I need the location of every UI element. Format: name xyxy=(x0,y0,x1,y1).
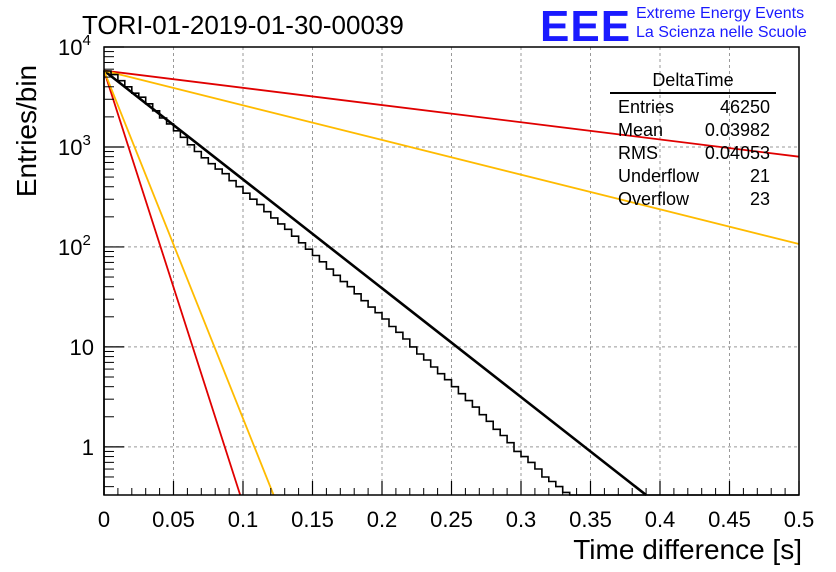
y-tick-label: 104 xyxy=(58,32,91,60)
x-tick-label: 0.25 xyxy=(430,507,473,532)
stats-value: 46250 xyxy=(719,97,770,117)
logo-caption: Extreme Energy Events La Scienza nelle S… xyxy=(636,4,807,42)
stats-title: DeltaTime xyxy=(610,70,776,94)
stats-value: 21 xyxy=(749,166,770,186)
x-tick-label: 0.15 xyxy=(291,507,334,532)
y-axis-label: Entries/bin xyxy=(11,64,42,198)
stats-row-underflow: Underflow 21 xyxy=(610,165,776,188)
chart-curves xyxy=(103,69,800,497)
stats-row-entries: Entries 46250 xyxy=(610,96,776,119)
x-tick-label: 0.1 xyxy=(228,507,259,532)
x-tick-label: 0.3 xyxy=(506,507,537,532)
stats-value: 23 xyxy=(749,189,770,209)
x-axis-label: Time difference [s] xyxy=(573,534,802,565)
stats-row-overflow: Overflow 23 xyxy=(610,188,776,211)
logo-line-1: Extreme Energy Events xyxy=(636,5,805,22)
x-tick-label: 0.35 xyxy=(569,507,612,532)
stats-value: 0.03982 xyxy=(704,120,770,140)
stats-label: Overflow xyxy=(618,189,690,209)
stats-value: 0.04053 xyxy=(704,143,770,163)
axis-ticks xyxy=(103,46,800,495)
x-tick-label: 0.2 xyxy=(367,507,398,532)
x-tick-label: 0 xyxy=(98,507,110,532)
y-tick-label: 1 xyxy=(82,435,94,460)
y-tick-label: 102 xyxy=(58,232,91,260)
logo-line-2: La Scienza nelle Scuole xyxy=(636,24,807,41)
x-tick-label: 0.4 xyxy=(645,507,676,532)
x-tick-label: 0.5 xyxy=(784,507,815,532)
stats-label: Mean xyxy=(618,120,664,140)
fit-curve-0 xyxy=(103,69,647,497)
fit-curve-3 xyxy=(103,70,242,496)
fit-curve-2 xyxy=(103,69,800,245)
stats-box: DeltaTime Entries 46250 Mean 0.03982 RMS 0.… xyxy=(610,70,776,211)
x-tick-label: 0.05 xyxy=(152,507,195,532)
stats-row-mean: Mean 0.03982 xyxy=(610,119,776,142)
y-tick-label: 103 xyxy=(58,132,91,160)
fit-curve-1 xyxy=(103,69,800,158)
stats-row-rms: RMS 0.04053 xyxy=(610,142,776,165)
x-tick-labels: 0 0.05 0.1 0.15 0.2 0.25 0.3 0.35 0.4 0.45 0.5 xyxy=(98,507,814,532)
eee-logo: EEE xyxy=(540,2,632,51)
fit-curve-4 xyxy=(103,70,275,496)
y-tick-label: 10 xyxy=(70,335,94,360)
stats-label: Entries xyxy=(618,97,675,117)
x-tick-label: 0.45 xyxy=(708,507,751,532)
stats-label: Underflow xyxy=(618,166,700,186)
stats-label: RMS xyxy=(618,143,658,163)
chart-title: TORI-01-2019-01-30-00039 xyxy=(82,10,404,40)
